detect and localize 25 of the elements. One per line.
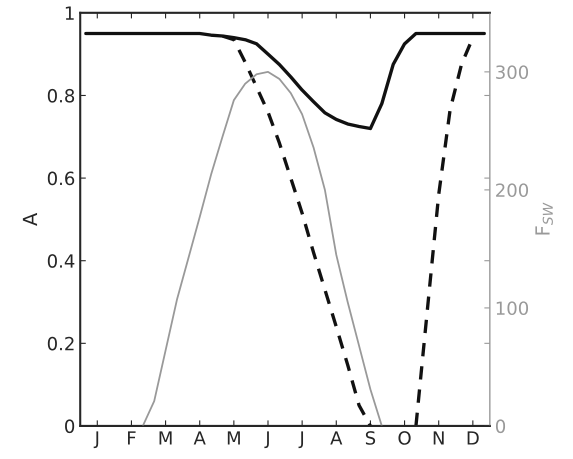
y2-axis-title: F$_{SW}$ [535,202,553,235]
x-tick-label: J [264,431,269,448]
y-tick-label: 0.2 [48,336,74,350]
x-tick-label: A [330,431,342,445]
x-tick-label: S [366,431,376,445]
y2-tick-label: 0 [496,419,506,434]
y-tick-label: 0.6 [48,172,74,186]
x-tick-label: D [468,431,479,445]
x-tick-label: J [298,431,304,448]
x-tick-label: J [94,431,98,448]
x-tick-label: M [228,431,240,445]
x-tick-label: M [160,431,172,445]
y-tick-label: 0.8 [48,88,74,103]
x-tick-label: N [434,431,444,445]
x-tick-label: O [398,431,411,445]
line-series [142,70,383,426]
y2-tick-label: 300 [496,65,528,79]
y2-tick-label: 100 [496,301,528,316]
y-tick-label: 1 [66,6,74,20]
x-tick-label: F [128,431,136,445]
y-axis-title: A [22,212,38,226]
y-tick-label: 0.4 [48,254,74,268]
x-tick-label: A [194,431,206,445]
y-tick-label: 0 [65,419,74,434]
y2-tick-label: 200 [496,183,528,198]
